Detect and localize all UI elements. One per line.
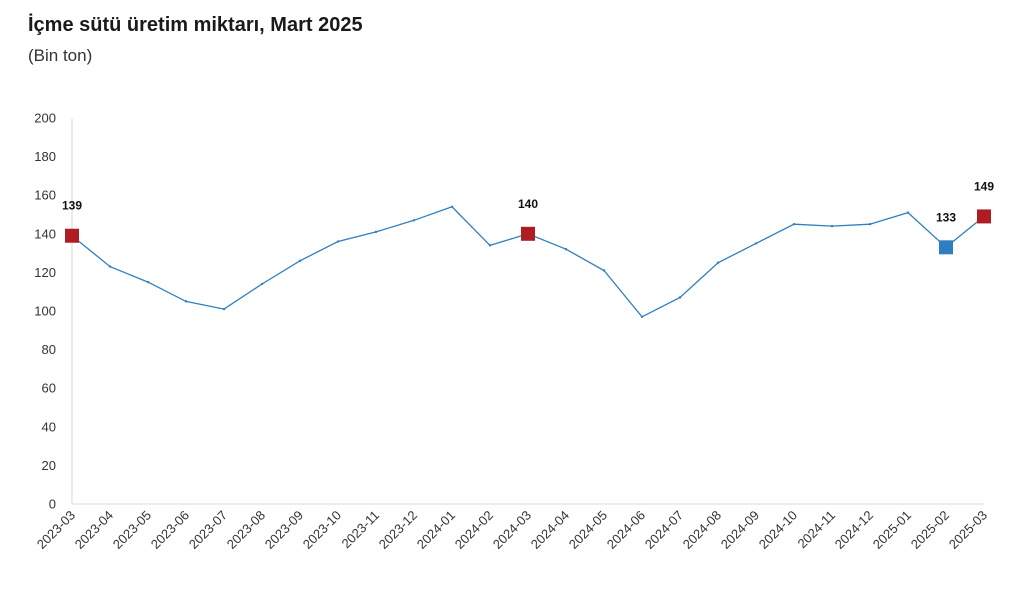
x-tick-label: 2025-03 [946, 508, 990, 552]
data-label: 133 [936, 210, 956, 224]
highlight-marker [977, 209, 991, 224]
data-label: 149 [974, 179, 994, 193]
data-label: 140 [518, 197, 538, 211]
x-tick-label: 2023-08 [224, 508, 268, 552]
x-tick-label: 2025-01 [870, 508, 914, 552]
y-tick-label: 180 [34, 149, 56, 164]
x-tick-label: 2023-09 [262, 508, 306, 552]
data-point [678, 296, 682, 299]
x-tick-label: 2024-01 [414, 508, 458, 552]
data-point [868, 222, 872, 226]
x-tick-label: 2024-10 [756, 508, 800, 552]
data-point [602, 269, 606, 272]
data-point [184, 300, 188, 303]
y-tick-label: 60 [42, 381, 56, 396]
x-tick-label: 2024-07 [642, 508, 686, 552]
x-tick-label: 2023-10 [300, 508, 344, 552]
x-tick-label: 2024-06 [604, 508, 648, 552]
x-tick-label: 2024-04 [528, 508, 572, 552]
data-point [450, 205, 454, 208]
y-tick-label: 200 [34, 111, 56, 126]
x-tick-label: 2023-07 [186, 508, 230, 552]
data-point [792, 222, 796, 226]
data-point [222, 307, 226, 311]
data-point [564, 248, 568, 251]
y-tick-label: 40 [42, 419, 56, 434]
x-tick-label: 2024-11 [794, 508, 838, 552]
data-point [146, 280, 150, 284]
data-point [488, 244, 492, 247]
data-point [298, 259, 302, 263]
data-point [830, 224, 834, 228]
data-point [336, 240, 340, 243]
y-tick-label: 120 [34, 265, 56, 280]
data-label: 139 [62, 199, 82, 213]
x-tick-label: 2023-04 [72, 508, 116, 552]
x-tick-label: 2024-03 [490, 508, 534, 552]
data-point [906, 211, 910, 214]
x-tick-label: 2023-03 [34, 508, 78, 552]
x-tick-label: 2023-05 [110, 508, 154, 552]
x-tick-label: 2024-05 [566, 508, 610, 552]
series-line [71, 206, 985, 318]
y-tick-label: 0 [49, 497, 56, 512]
data-point [260, 282, 264, 286]
data-point [754, 242, 758, 245]
x-tick-label: 2024-09 [718, 508, 762, 552]
x-tick-label: 2024-12 [832, 508, 876, 552]
data-point [412, 219, 416, 222]
chart-title: İçme sütü üretim miktarı, Mart 2025 [28, 14, 363, 36]
data-point [108, 265, 112, 268]
data-point [716, 261, 720, 264]
data-point [374, 230, 378, 234]
x-tick-label: 2023-12 [376, 508, 420, 552]
y-tick-label: 80 [42, 342, 56, 357]
x-tick-label: 2023-11 [338, 508, 382, 552]
y-tick-label: 160 [34, 188, 56, 203]
highlight-marker [521, 226, 535, 241]
x-tick-label: 2024-08 [680, 508, 724, 552]
x-tick-label: 2024-02 [452, 508, 496, 552]
highlight-marker [65, 228, 79, 243]
x-tick-label: 2025-02 [908, 508, 952, 552]
chart-subtitle: (Bin ton) [28, 46, 93, 65]
x-tick-label: 2023-06 [148, 508, 192, 552]
y-tick-label: 140 [34, 226, 56, 241]
y-tick-label: 20 [42, 458, 56, 473]
highlight-marker [939, 240, 953, 255]
y-tick-label: 100 [34, 304, 56, 319]
data-point [640, 315, 644, 318]
